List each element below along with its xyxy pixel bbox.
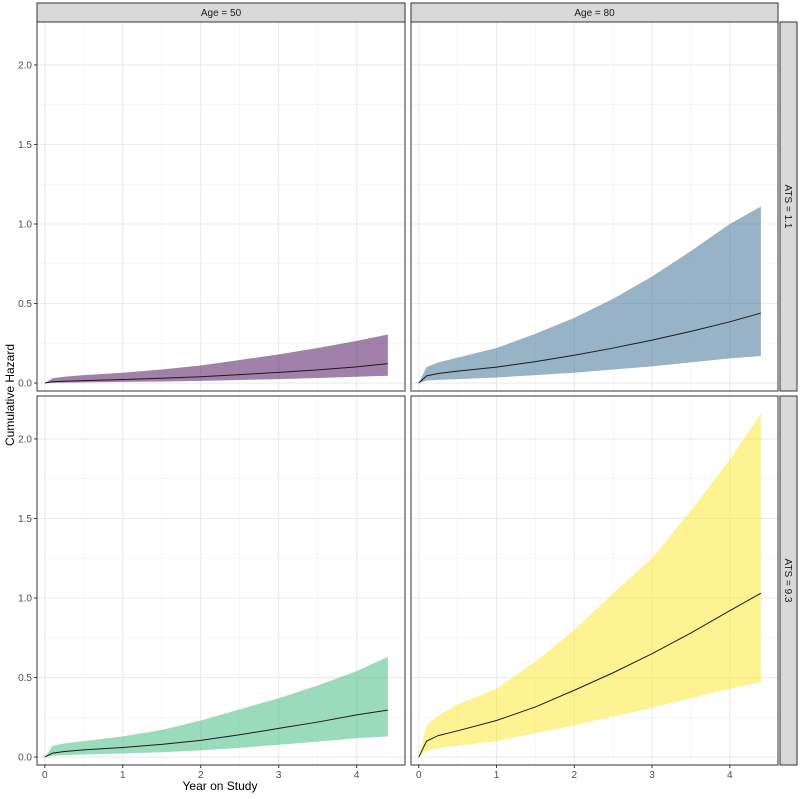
y-tick-label: 1.5: [18, 140, 32, 151]
panel-background: [37, 22, 405, 391]
axes-layer: 0.0 0.5 1.0 1.5 2.0 0.0 0.5 1.0 1.5 2.0 0 1 2 3 4 0 1 2 3 4: [18, 60, 733, 781]
row-strip-1: ATS = 9.3: [779, 395, 798, 766]
x-tick-label: 4: [727, 770, 733, 781]
strip-background: [410, 2, 779, 23]
panels-layer: [36, 21, 779, 766]
panel-0-0: [36, 21, 406, 392]
y-tick-label: 1.5: [18, 514, 32, 525]
row-strip-0: ATS = 1.1: [779, 21, 798, 392]
y-tick-label: 2.0: [18, 60, 32, 71]
x-axis-title: Year on Study: [183, 779, 258, 793]
x-tick-label: 4: [354, 770, 360, 781]
panel-1-0: [36, 395, 406, 766]
confidence-band: [418, 206, 761, 384]
strip-background: [36, 2, 406, 23]
y-tick-label: 2.0: [18, 434, 32, 445]
confidence-band: [418, 413, 761, 758]
y-tick-label: 0.0: [18, 379, 32, 390]
y-tick-label: 0.5: [18, 299, 32, 310]
strip-background: [779, 395, 798, 766]
estimate-line: [44, 363, 388, 384]
x-tick-label: 0: [42, 770, 48, 781]
row-strip-label: ATS = 1.1: [782, 184, 793, 228]
x-tick-label: 3: [649, 770, 655, 781]
y-tick-label: 0.0: [18, 753, 32, 764]
x-tick-label: 1: [120, 770, 126, 781]
y-tick-label: 0.5: [18, 673, 32, 684]
panel-border: [410, 395, 779, 766]
panel-border: [36, 395, 406, 766]
x-tick-label: 3: [276, 770, 282, 781]
x-tick-label: 0: [416, 770, 422, 781]
x-tick-label: 2: [572, 770, 578, 781]
panel-1-1: [410, 395, 779, 766]
y-tick-label: 1.0: [18, 219, 32, 230]
strip-background: [779, 21, 798, 392]
x-tick-label: 1: [494, 770, 500, 781]
y-tick-label: 1.0: [18, 593, 32, 604]
col-strip-0: Age = 50: [36, 2, 406, 23]
row-strip-label: ATS = 9.3: [782, 558, 793, 602]
estimate-line: [418, 312, 762, 384]
estimate-line: [44, 709, 388, 758]
col-strip-1: Age = 80: [410, 2, 779, 23]
col-strip-label: Age = 80: [574, 8, 615, 19]
col-strip-label: Age = 50: [201, 8, 242, 19]
y-axis-title: Cumulative Hazard: [3, 344, 17, 446]
strips-layer: Age = 50 Age = 80 ATS = 1.1 ATS = 9.3: [36, 2, 798, 766]
confidence-band: [44, 656, 388, 758]
x-tick-label: 2: [198, 770, 204, 781]
panel-0-1: [410, 21, 779, 392]
estimate-line: [418, 592, 762, 758]
